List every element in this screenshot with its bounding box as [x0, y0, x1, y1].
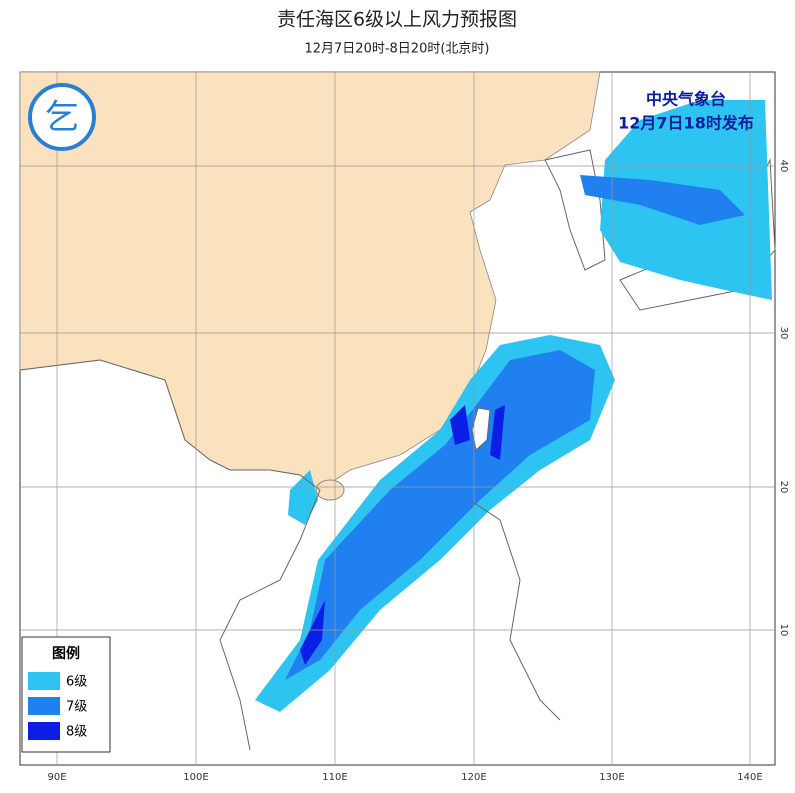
legend-items: 6级 7级 8级 [28, 672, 87, 740]
legend-label: 6级 [66, 675, 87, 690]
legend: 图例 6级 7级 8级 [21, 636, 111, 753]
issue-time: 12月7日18时发布 [618, 114, 754, 133]
latitude-label: 10 [778, 624, 789, 637]
axis-labels: 90E 100E 110E 120E 130E 140E 40 30 20 10 [47, 160, 789, 783]
longitude-label: 100E [183, 772, 208, 783]
subtitle: 12月7日20时-8日20时(北京时) [304, 42, 489, 57]
issuer: 中央气象台 [646, 90, 726, 109]
logo [28, 83, 96, 151]
graticule [20, 72, 775, 765]
hainan [315, 479, 345, 501]
southeast-asia [19, 359, 561, 751]
legend-swatch [28, 722, 60, 740]
sea-wind-6-tonkin [288, 470, 318, 525]
sea-wind-7-north [580, 175, 745, 225]
legend-title: 图例 [52, 645, 80, 662]
legend-label: 8级 [66, 725, 87, 740]
latitude-label: 30 [778, 327, 789, 340]
sea-wind-8 [300, 405, 505, 665]
longitude-label: 110E [322, 772, 347, 783]
logo-mark: 乞 [45, 98, 79, 138]
taiwan [471, 407, 491, 451]
longitude-label: 140E [737, 772, 762, 783]
longitude-label: 90E [47, 772, 66, 783]
latitude-label: 40 [778, 160, 789, 173]
legend-swatch [28, 672, 60, 690]
longitude-label: 130E [599, 772, 624, 783]
sea-wind-7 [285, 350, 595, 680]
latitude-label: 20 [778, 481, 789, 494]
legend-swatch [28, 697, 60, 715]
title: 责任海区6级以上风力预报图 [277, 9, 517, 31]
legend-label: 7级 [66, 700, 87, 715]
longitude-label: 120E [461, 772, 486, 783]
